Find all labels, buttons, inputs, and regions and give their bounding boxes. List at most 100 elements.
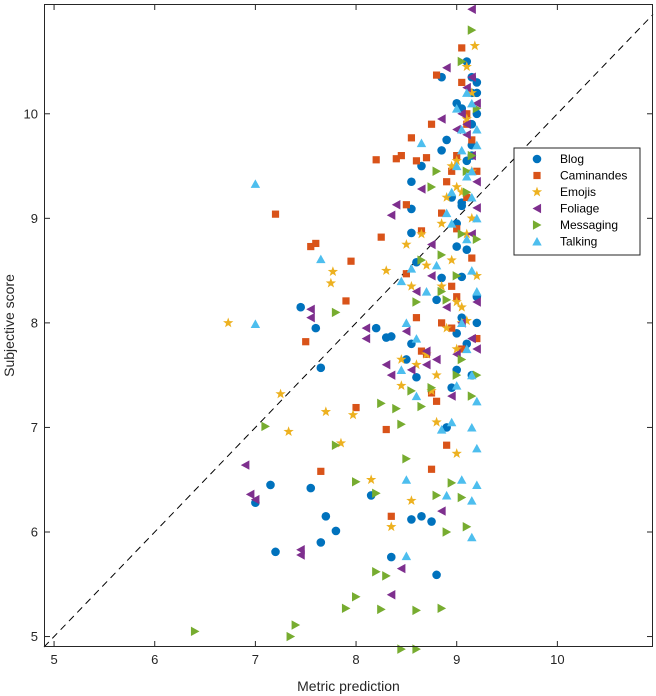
emojis-point	[396, 380, 407, 390]
blog-point	[407, 228, 416, 238]
legend-entry-messaging: Messaging	[532, 218, 618, 232]
messaging-point	[402, 454, 411, 464]
talking-point	[401, 475, 412, 484]
legend-label-blog: Blog	[560, 152, 584, 166]
caminandes-point	[468, 254, 476, 262]
legend-marker-emojis	[531, 186, 543, 197]
emojis-point	[396, 354, 407, 364]
talking-point	[472, 213, 482, 223]
legend-marker-blog	[532, 154, 542, 164]
foliage-point	[437, 506, 446, 516]
messaging-point	[442, 295, 452, 305]
messaging-point	[427, 382, 437, 393]
caminandes-point	[453, 225, 461, 233]
foliage-point	[386, 370, 396, 380]
blog-point	[462, 245, 472, 254]
emojis-point	[327, 266, 339, 277]
blog-point	[417, 512, 426, 521]
emojis-point	[335, 437, 347, 448]
talking-point	[406, 264, 417, 273]
legend-entry-emojis: Emojis	[531, 185, 596, 199]
foliage-point	[406, 365, 416, 375]
talking-point	[457, 124, 467, 134]
foliage-point	[391, 200, 401, 210]
messaging-point	[457, 56, 467, 67]
emojis-point	[416, 228, 427, 239]
blog-point	[457, 272, 467, 282]
foliage-point	[447, 391, 456, 401]
talking-point	[457, 475, 467, 484]
caminandes-point	[352, 403, 360, 412]
blog-point	[321, 512, 331, 521]
emojis-point	[451, 343, 462, 354]
blog-point	[311, 323, 321, 333]
emojis-point	[411, 359, 422, 370]
legend-label-caminandes: Caminandes	[560, 169, 627, 183]
messaging-point	[286, 631, 296, 642]
series-talking	[250, 88, 482, 561]
talking-point	[446, 219, 457, 228]
talking-point	[457, 145, 467, 155]
messaging-point	[392, 403, 401, 414]
caminandes-point	[463, 193, 471, 202]
blog-point	[271, 547, 280, 557]
x-tick-label: 8	[352, 652, 359, 667]
emojis-point	[406, 280, 417, 291]
talking-point	[446, 417, 457, 427]
plot-frame-fill	[44, 4, 653, 647]
talking-point	[431, 260, 442, 270]
caminandes-point	[427, 465, 436, 473]
emojis-point	[381, 265, 392, 275]
foliage-point	[472, 177, 481, 187]
blog-point	[266, 480, 275, 490]
emojis-point	[366, 474, 377, 485]
talking-point	[441, 490, 452, 500]
caminandes-point	[312, 239, 320, 248]
messaging-point	[452, 370, 462, 380]
emojis-point	[451, 296, 462, 307]
talking-point	[472, 124, 482, 134]
messaging-point	[457, 354, 467, 365]
caminandes-point	[392, 155, 400, 163]
caminandes-point	[458, 78, 466, 87]
emojis-point	[471, 270, 482, 281]
foliage-point	[462, 129, 471, 140]
emojis-point	[401, 239, 412, 249]
caminandes-point	[458, 345, 466, 353]
caminandes-point	[347, 257, 355, 265]
legend-marker-foliage	[532, 203, 542, 214]
blog-point	[306, 483, 316, 493]
emojis-point	[275, 388, 286, 399]
talking-point	[441, 208, 452, 218]
messaging-point	[331, 307, 341, 318]
blog-point	[452, 99, 462, 108]
talking-point	[446, 187, 457, 197]
emojis-point	[461, 61, 472, 72]
caminandes-point	[432, 71, 441, 79]
messaging-point	[467, 150, 477, 161]
messaging-point	[437, 603, 447, 614]
caminandes-point	[412, 157, 421, 165]
foliage-point	[427, 271, 436, 281]
identity-reference-line	[43, 14, 654, 648]
x-tick-label: 6	[151, 652, 158, 667]
messaging-point	[432, 490, 442, 501]
x-tick-label: 5	[50, 652, 57, 667]
talking-point	[462, 234, 472, 244]
emojis-point	[325, 277, 337, 288]
messaging-point	[372, 567, 381, 577]
talking-point	[467, 192, 477, 202]
talking-point	[401, 551, 412, 561]
blog-point	[386, 332, 396, 341]
caminandes-point	[342, 297, 350, 305]
emojis-point	[451, 448, 462, 458]
caminandes-point	[448, 282, 456, 290]
caminandes-point	[473, 167, 481, 175]
legend-marker-messaging	[532, 220, 542, 230]
caminandes-point	[372, 156, 380, 164]
messaging-point	[447, 478, 457, 488]
emojis-point	[441, 322, 452, 333]
legend-entry-blog: Blog	[532, 152, 584, 166]
talking-point	[411, 334, 422, 343]
messaging-point	[462, 522, 472, 532]
